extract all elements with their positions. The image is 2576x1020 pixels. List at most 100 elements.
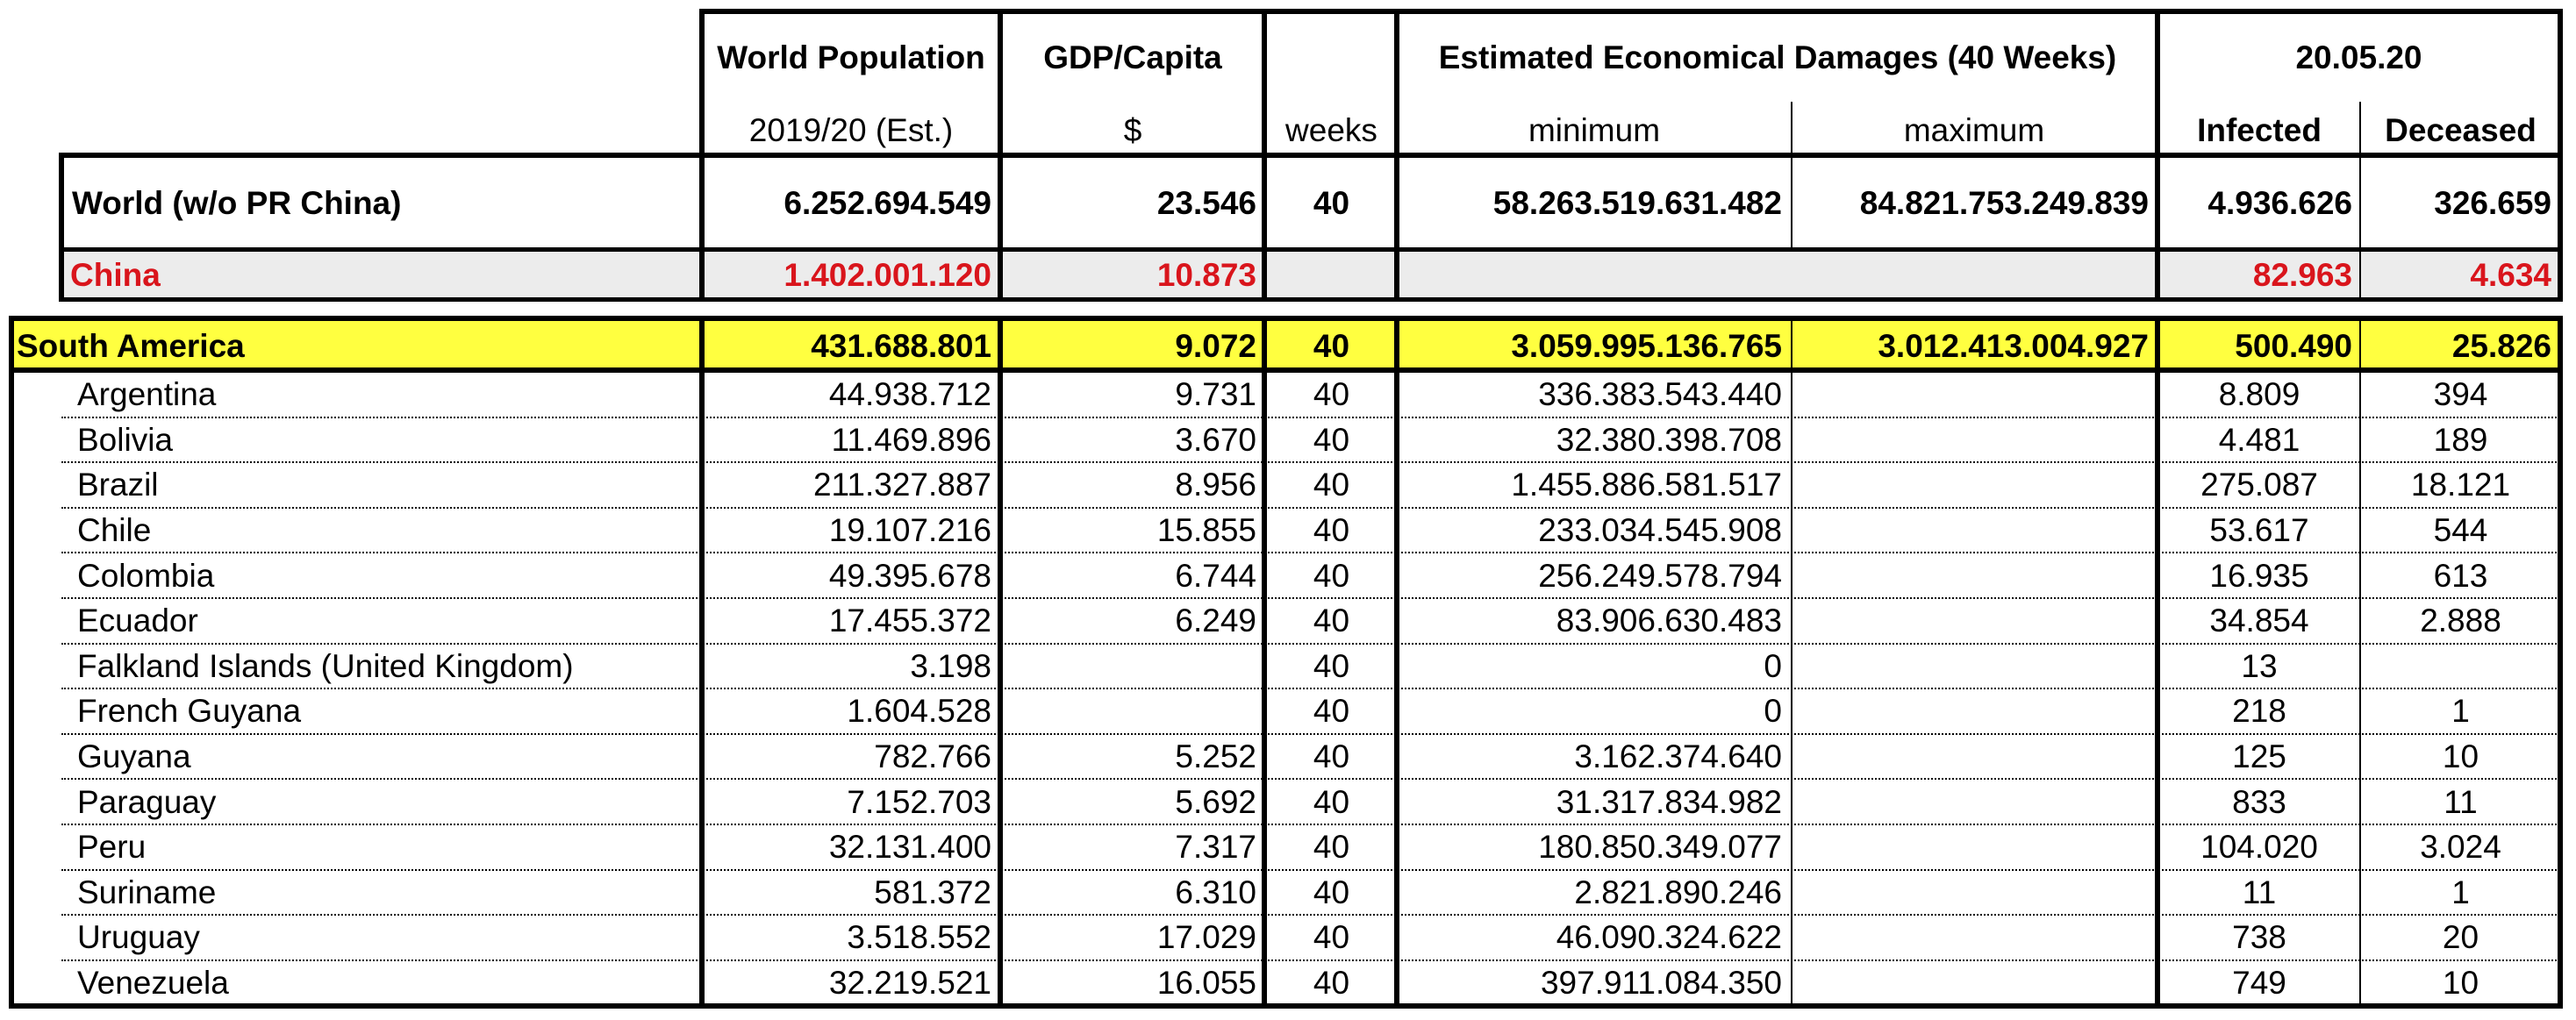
cell-name: Uruguay [77,919,200,956]
row-separator [61,868,2157,871]
cell-min: 2.821.890.246 [1574,874,1782,910]
region-weeks: 40 [1313,327,1350,364]
header-max-sub: maximum [1903,111,2045,148]
cell-weeks: 40 [1313,829,1350,866]
region-max: 3.012.413.004.927 [1878,327,2149,364]
cell-population: 17.455.372 [828,603,991,639]
cell-weeks: 40 [1313,693,1350,730]
cell-name: Suriname [77,874,217,910]
cell-weeks: 40 [1313,919,1350,956]
row-separator [61,597,2157,599]
row-separator [61,914,2157,917]
cell-infected: 53.617 [2209,512,2309,549]
grid-line [998,316,1003,1009]
cell-population: 782.766 [874,738,991,775]
cell-gdp: 6.249 [1175,603,1256,639]
row-separator [2157,914,2560,917]
grid-line [9,316,14,1009]
cell-gdp: 8.956 [1175,467,1256,503]
cell-infected: 8.809 [2218,376,2301,413]
cell-gdp: 16.055 [1156,965,1256,1002]
cell-min: 256.249.578.794 [1538,557,1782,594]
cell-min: 397.911.084.350 [1540,965,1782,1002]
grid-line [2359,102,2361,302]
cell-infected: 275.087 [2200,467,2318,503]
cell-gdp: 15.855 [1156,512,1256,549]
cell-deceased: 3.024 [2420,829,2501,866]
row-separator [2157,416,2560,418]
cell-name: Argentina [77,376,217,413]
cell-population: 7.152.703 [847,783,991,820]
grid-line [59,153,64,302]
cell-name: Brazil [77,467,159,503]
header-date-title: 20.05.20 [2295,39,2422,75]
grid-line [59,297,2563,302]
header-infected-sub: Infected [2197,111,2322,148]
cell-deceased: 544 [2433,512,2488,549]
cell-name: Falkland Islands (United Kingdom) [77,647,574,684]
region-name: South America [17,327,245,364]
header-gdp-sub: $ [1123,111,1142,148]
cell-infected: 11 [2242,874,2277,910]
china-population: 1.402.001.120 [784,256,991,293]
row-separator [2157,506,2560,509]
cell-name: Paraguay [77,783,217,820]
cell-deceased: 613 [2433,557,2488,594]
grid-line [9,1003,2563,1009]
row-separator [2157,959,2560,961]
cell-population: 49.395.678 [828,557,991,594]
cell-gdp [1000,688,1265,734]
world-deceased: 326.659 [2434,184,2551,221]
world-infected: 4.936.626 [2207,184,2352,221]
cell-population: 19.107.216 [828,512,991,549]
cell-name: Ecuador [77,603,198,639]
row-separator [61,461,2157,464]
row-separator [61,824,2157,825]
china-infected: 82.963 [2252,256,2352,293]
row-separator [61,688,2157,690]
cell-gdp: 5.252 [1175,738,1256,775]
cell-infected: 34.854 [2209,603,2309,639]
cell-population: 32.219.521 [828,965,991,1002]
cell-min: 31.317.834.982 [1556,783,1782,820]
cell-deceased: 11 [2444,783,2478,820]
cell-weeks: 40 [1313,467,1350,503]
world-gdp: 23.546 [1156,184,1256,221]
cell-weeks: 40 [1313,603,1350,639]
region-population: 431.688.801 [811,327,991,364]
cell-weeks: 40 [1313,965,1350,1002]
cell-weeks: 40 [1313,874,1350,910]
cell-infected: 218 [2232,693,2286,730]
cell-min: 233.034.545.908 [1538,512,1782,549]
cell-weeks: 40 [1313,783,1350,820]
grid-line [59,247,2563,252]
cell-name: Colombia [77,557,215,594]
cell-gdp: 3.670 [1175,421,1256,458]
cell-min: 0 [1764,647,1782,684]
cell-weeks: 40 [1313,512,1350,549]
cell-deceased: 10 [2442,965,2479,1002]
cell-infected: 104.020 [2200,829,2318,866]
row-separator [61,959,2157,961]
grid-line [1791,321,1792,1009]
cell-infected: 4.481 [2218,421,2301,458]
cell-deceased: 1 [2451,693,2470,730]
cell-deceased: 10 [2442,738,2479,775]
header-min-sub: minimum [1528,111,1661,148]
row-separator [61,642,2157,645]
china-row-fill [61,251,2560,298]
china-deceased: 4.634 [2470,256,2551,293]
header-population-sub: 2019/20 (Est.) [748,111,954,148]
world-max: 84.821.753.249.839 [1859,184,2149,221]
region-gdp: 9.072 [1175,327,1256,364]
row-separator [61,732,2157,735]
grid-line [699,9,2563,14]
region-min: 3.059.995.136.765 [1511,327,1782,364]
cell-gdp: 17.029 [1156,919,1256,956]
row-separator [2157,642,2560,645]
grid-line [9,316,2563,321]
cell-gdp: 5.692 [1175,783,1256,820]
cell-deceased: 1 [2451,874,2470,910]
grid-line [2155,316,2160,1009]
row-separator [61,778,2157,781]
